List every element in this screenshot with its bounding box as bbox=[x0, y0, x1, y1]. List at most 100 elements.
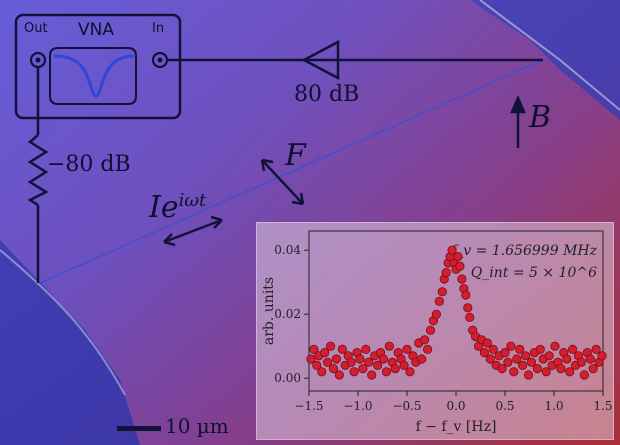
port-in-label: In bbox=[152, 21, 165, 36]
nanowire bbox=[39, 59, 544, 284]
scalebar bbox=[117, 426, 161, 431]
vna-box bbox=[14, 13, 182, 120]
annotation-quality-factor: Q_int = 5 × 10^6 bbox=[471, 265, 597, 281]
current-arrow bbox=[163, 215, 223, 247]
data-point bbox=[334, 370, 344, 380]
data-point bbox=[331, 354, 342, 364]
data-point bbox=[453, 251, 463, 262]
data-point bbox=[500, 348, 510, 358]
data-point bbox=[503, 357, 513, 367]
data-point bbox=[312, 360, 322, 370]
data-point bbox=[425, 325, 436, 335]
attenuator-symbol bbox=[27, 134, 49, 207]
current-label: Ieiωt bbox=[149, 190, 207, 225]
y-axis-label: arb. units bbox=[261, 277, 277, 345]
data-point bbox=[367, 370, 377, 380]
data-point bbox=[497, 364, 507, 374]
data-point bbox=[591, 344, 601, 355]
data-point bbox=[325, 341, 336, 351]
data-point bbox=[381, 367, 392, 377]
data-point bbox=[328, 364, 339, 374]
x-tick-label: 1.0 bbox=[544, 399, 563, 413]
resonance-plot: −1.5 −1.0 −0.5 0.0 0.5 1.0 1.5 0.00 0.02 0.04 f − … bbox=[261, 230, 613, 435]
data-point bbox=[576, 357, 587, 367]
data-point bbox=[556, 364, 566, 374]
data-point bbox=[457, 274, 467, 284]
data-point bbox=[364, 357, 374, 367]
data-point bbox=[378, 354, 389, 364]
data-point bbox=[579, 370, 589, 380]
data-point bbox=[465, 312, 475, 323]
y-tick-label: 0.00 bbox=[274, 371, 301, 385]
force-label: F bbox=[285, 138, 306, 173]
data-point bbox=[550, 341, 560, 351]
y-tick-label: 0.04 bbox=[274, 243, 301, 257]
vna-resonance-icon bbox=[49, 47, 137, 105]
vna-title: VNA bbox=[78, 20, 114, 40]
data-point bbox=[506, 341, 516, 351]
data-point bbox=[461, 290, 471, 300]
data-point bbox=[562, 354, 572, 364]
data-point bbox=[532, 364, 542, 374]
data-point bbox=[431, 309, 441, 319]
data-point bbox=[349, 367, 359, 377]
annotation-resonance-frequency: f_v = 1.656999 MHz bbox=[450, 243, 598, 259]
x-axis-label: f − f_v [Hz] bbox=[416, 419, 497, 435]
data-point bbox=[317, 367, 327, 377]
field-label: B bbox=[529, 100, 552, 135]
data-point bbox=[568, 344, 578, 355]
data-point bbox=[434, 296, 444, 307]
x-tick-label: 0.5 bbox=[495, 399, 514, 413]
data-point bbox=[361, 344, 371, 355]
x-tick-label: 1.5 bbox=[593, 399, 612, 413]
field-arrow bbox=[510, 94, 526, 148]
data-point bbox=[441, 267, 451, 278]
data-point bbox=[535, 344, 545, 355]
data-point bbox=[402, 344, 412, 355]
attenuation-label: −80 dB bbox=[47, 152, 131, 177]
data-point bbox=[485, 354, 495, 364]
data-point bbox=[585, 354, 595, 364]
data-point bbox=[323, 357, 333, 367]
data-point bbox=[422, 344, 433, 355]
data-point bbox=[541, 367, 551, 377]
x-tick-label: −1.5 bbox=[294, 399, 323, 413]
data-point bbox=[518, 360, 528, 370]
data-point bbox=[346, 357, 356, 367]
y-tick-label: 0.02 bbox=[274, 307, 301, 321]
data-point bbox=[520, 351, 531, 361]
data-point bbox=[306, 354, 316, 364]
amplifier-gain-label: 80 dB bbox=[294, 82, 360, 107]
data-point bbox=[447, 245, 457, 255]
data-point bbox=[320, 348, 330, 358]
data-point bbox=[355, 354, 365, 364]
data-point bbox=[488, 344, 498, 355]
data-point bbox=[482, 338, 492, 348]
force-arrow bbox=[260, 158, 305, 206]
scalebar-label: 10 µm bbox=[165, 414, 229, 438]
data-point bbox=[512, 354, 522, 364]
data-point bbox=[420, 335, 430, 345]
data-point bbox=[526, 357, 537, 367]
data-point bbox=[544, 351, 554, 361]
amplifier-symbol bbox=[301, 39, 340, 81]
data-point bbox=[515, 344, 525, 355]
data-point bbox=[405, 367, 415, 377]
data-point bbox=[437, 287, 447, 297]
x-tick-label: −1.0 bbox=[343, 399, 372, 413]
data-point bbox=[373, 360, 383, 370]
data-point bbox=[509, 367, 519, 377]
port-out-label: Out bbox=[24, 21, 48, 36]
data-point bbox=[309, 344, 319, 355]
data-point bbox=[463, 303, 473, 313]
x-tick-label: −0.5 bbox=[392, 399, 421, 413]
data-point bbox=[565, 367, 575, 377]
data-point bbox=[417, 354, 427, 364]
vna-trace bbox=[53, 54, 135, 98]
data-point bbox=[597, 351, 607, 361]
data-point bbox=[455, 261, 465, 271]
data-point bbox=[479, 348, 490, 358]
data-point bbox=[384, 341, 394, 351]
data-point bbox=[358, 364, 368, 374]
data-point bbox=[399, 360, 409, 370]
